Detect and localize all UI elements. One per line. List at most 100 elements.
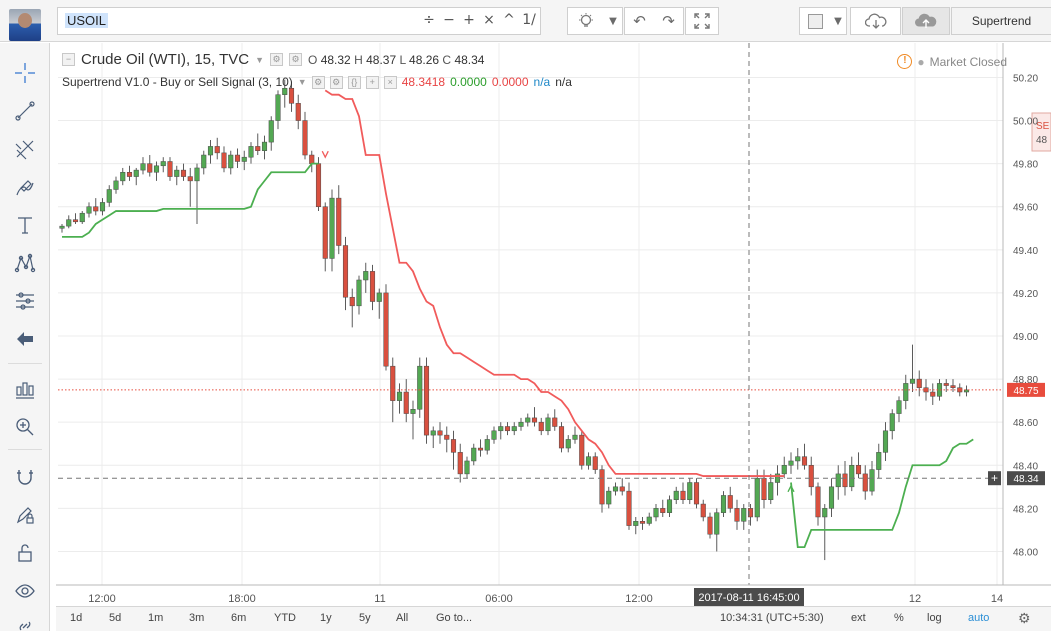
- candle-down: [302, 120, 308, 156]
- clock-timezone[interactable]: 10:34:31 (UTC+5:30): [720, 612, 824, 624]
- chevron-down-icon[interactable]: ▼: [297, 77, 307, 87]
- price-tick-label: 48.20: [1013, 504, 1038, 515]
- back-arrow-icon[interactable]: [8, 324, 42, 354]
- reciprocal-operator-button[interactable]: 1/: [522, 12, 536, 28]
- candle-down: [349, 296, 355, 307]
- candle-up: [66, 219, 72, 227]
- pitchfork-tool-icon[interactable]: [8, 134, 42, 164]
- magnet-icon[interactable]: [8, 462, 42, 492]
- candle-down: [700, 503, 706, 518]
- extended-hours-button[interactable]: ext: [851, 612, 866, 624]
- chart-style-icon[interactable]: [800, 8, 830, 34]
- candle-up: [687, 482, 693, 500]
- log-scale-button[interactable]: log: [927, 612, 942, 624]
- side-panel-tab: [1031, 112, 1051, 152]
- range-3m-button[interactable]: 3m: [189, 612, 205, 624]
- candle-down: [167, 161, 173, 177]
- pattern-tool-icon[interactable]: [8, 248, 42, 278]
- candle-up: [363, 271, 369, 281]
- range-5y-button[interactable]: 5y: [359, 612, 371, 624]
- remove-icon[interactable]: ×: [383, 75, 397, 89]
- candle-down: [477, 447, 484, 451]
- add-icon[interactable]: +: [365, 75, 379, 89]
- power-operator-button[interactable]: ^: [503, 12, 515, 28]
- crosshair-tool-icon[interactable]: [8, 58, 42, 88]
- candle-down: [930, 391, 936, 397]
- chevron-down-icon[interactable]: ▼: [609, 15, 617, 27]
- price-chart[interactable]: 48.75 + 48.34 2017-08-11 16:45:00 SE 48 50.20…: [56, 43, 1051, 606]
- range-1m-button[interactable]: 1m: [148, 612, 164, 624]
- candle-down: [680, 490, 686, 500]
- gear-icon[interactable]: ⚙: [1018, 610, 1031, 626]
- link-icon[interactable]: [8, 611, 42, 641]
- redo-icon[interactable]: ↷: [662, 12, 675, 30]
- lightbulb-icon[interactable]: [568, 8, 604, 34]
- candle-up: [228, 154, 234, 169]
- chevron-down-icon[interactable]: ▼: [255, 54, 265, 65]
- side-panel-label: SE: [1036, 121, 1050, 132]
- candle-up: [822, 508, 828, 518]
- collapse-legend-icon[interactable]: −: [62, 53, 75, 66]
- text-tool-icon[interactable]: [8, 210, 42, 240]
- range-1d-button[interactable]: 1d: [70, 612, 83, 624]
- range-ytd-button[interactable]: YTD: [274, 612, 296, 624]
- toolbar-divider: [8, 449, 42, 450]
- lock-drawing-icon[interactable]: [8, 500, 42, 530]
- fullscreen-icon[interactable]: [686, 8, 718, 34]
- range-all-button[interactable]: All: [396, 612, 409, 624]
- user-avatar[interactable]: [9, 9, 41, 41]
- eye-icon[interactable]: [8, 576, 42, 606]
- candle-down: [693, 482, 700, 505]
- unlock-icon[interactable]: [8, 538, 42, 568]
- settings-alt-icon[interactable]: ⚙: [329, 75, 343, 89]
- chevron-down-icon[interactable]: ▼: [834, 15, 842, 27]
- candle-down: [423, 365, 430, 436]
- candle-down: [950, 385, 956, 388]
- close-value: 48.34: [454, 52, 485, 67]
- candle-down: [592, 456, 598, 470]
- symbol-search-box[interactable]: USOIL ÷ − + × ^ 1/: [57, 7, 541, 35]
- multiply-operator-button[interactable]: ×: [483, 12, 495, 28]
- candle-down: [916, 378, 922, 388]
- crosshair-price-label-bg: [1007, 471, 1045, 486]
- candle-up: [889, 413, 895, 432]
- candle-up: [106, 189, 112, 203]
- chart-area[interactable]: 48.75 +48.34 2017-08-11 16:45:00 SE 48 50.20…: [56, 43, 1051, 631]
- candle-up: [261, 141, 268, 151]
- range-1y-button[interactable]: 1y: [320, 612, 332, 624]
- price-tick-label: 50.20: [1013, 73, 1038, 84]
- range-6m-button[interactable]: 6m: [231, 612, 247, 624]
- supertrend-lines: [62, 89, 974, 549]
- candle-up: [99, 202, 106, 212]
- settings-icon[interactable]: ⚙: [311, 75, 325, 89]
- undo-icon[interactable]: ↶: [633, 12, 646, 30]
- candle-up: [113, 180, 119, 190]
- percent-scale-button[interactable]: %: [894, 612, 904, 624]
- minus-operator-button[interactable]: −: [443, 12, 455, 28]
- divide-operator-button[interactable]: ÷: [423, 12, 435, 28]
- toolbar-divider: [8, 363, 42, 364]
- zoom-icon[interactable]: [8, 412, 42, 442]
- auto-scale-button[interactable]: auto: [968, 612, 990, 624]
- cloud-download-icon[interactable]: [851, 8, 900, 34]
- measure-tool-icon[interactable]: [8, 374, 42, 404]
- settings-alt-icon[interactable]: ⚙: [289, 53, 303, 66]
- source-code-icon[interactable]: {}: [347, 75, 361, 89]
- candle-down: [842, 473, 848, 488]
- brush-tool-icon[interactable]: [8, 172, 42, 202]
- candle-up: [714, 512, 720, 535]
- market-status-text: Market Closed: [929, 54, 1007, 69]
- prediction-tool-icon[interactable]: [8, 286, 42, 316]
- price-tick-label: 48.00: [1013, 547, 1038, 558]
- candle-down: [660, 508, 666, 513]
- plus-operator-button[interactable]: +: [463, 12, 475, 28]
- sell-signal-arrow: [321, 150, 329, 159]
- symbol-input[interactable]: USOIL: [65, 13, 109, 28]
- cloud-upload-icon[interactable]: [903, 8, 949, 34]
- trend-line-tool-icon[interactable]: [8, 96, 42, 126]
- range-5d-button[interactable]: 5d: [109, 612, 122, 624]
- supertrend-button[interactable]: Supertrend: [952, 8, 1051, 34]
- alert-icon[interactable]: !: [897, 54, 913, 69]
- goto-date-button[interactable]: Go to...: [436, 612, 473, 624]
- settings-icon[interactable]: ⚙: [270, 53, 284, 66]
